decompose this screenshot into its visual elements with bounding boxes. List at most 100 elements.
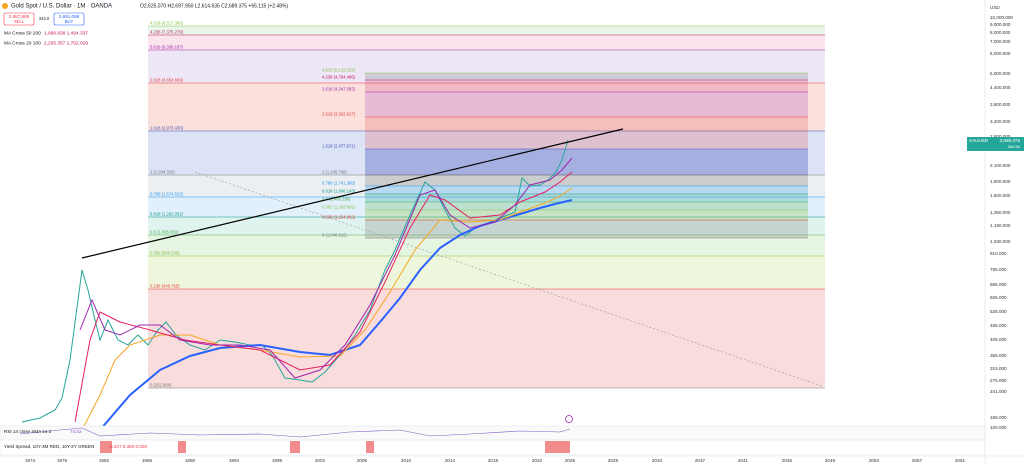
price-label: 315.000 [990,366,1007,371]
yield-inversion [290,441,300,453]
price-tag [967,137,1024,151]
price-label: 1,350.000 [990,210,1011,215]
dashed-trend [194,171,823,387]
time-label: 2045 [782,458,793,463]
rsi-title: RSI 14 close SMA 14 2 [4,429,52,434]
buy-price: 2,691.099 [59,14,80,19]
fib-label: 1.618 (2,477.671) [322,144,356,149]
spread: 343.0 [39,16,50,21]
price-label: 795.000 [990,267,1007,272]
price-label: 241.000 [990,389,1007,394]
price-label: 3,200.000 [990,119,1011,124]
yield-inversion [100,441,112,453]
price-label: 10,000.000 [990,15,1013,20]
price-label: 1,030.000 [990,239,1011,244]
fib-band [148,256,825,289]
price-label: 910.000 [990,251,1007,256]
sell-button[interactable] [3,12,35,26]
ma-20 [79,157,573,379]
time-label: 2057 [912,458,923,463]
sell-price: 2,687.669 [9,14,30,19]
price-label: 1,600.000 [990,193,1011,198]
buy-label: BUY [65,19,74,24]
fib-label: 0.786 (1,741.388) [322,181,356,186]
fib-label: 4.618 (8,517.366) [150,21,184,26]
fib-band [148,83,825,131]
fib-band [148,26,825,35]
symbol-icon [2,3,8,9]
ma-200 [99,199,573,431]
fib-label: 1.618 (2,973.430) [150,126,184,131]
price-label: 685.000 [990,282,1007,287]
fib-label: 3.618 (6,336.187) [150,45,184,50]
time-label: 2022 [532,458,543,463]
symbol-title[interactable]: Gold Spot / U.S. Dollar · 1M · OANDA [11,4,112,10]
price-label: 5,000.000 [990,71,1011,76]
fib-band [365,80,808,92]
price-label: 7,000.000 [990,39,1011,44]
time-label: 2029 [608,458,619,463]
fib-label: 1 (1,938.768) [322,170,348,175]
time-label: 1994 [229,458,240,463]
fib-label: 4.236 (4,794.486) [322,75,356,80]
price-label: 189.000 [990,415,1007,420]
price-label: 100.000 [990,425,1007,430]
event-marker[interactable] [565,415,573,423]
fib-label: 4.236 (7,375.279) [150,30,184,35]
price-tag-symbol: XAUUSD [969,138,989,143]
time-label: 2061 [955,458,966,463]
fib-label: 0.382 (1,383.865) [322,205,356,210]
buy-button[interactable] [53,12,85,26]
price-label: 6,000.000 [990,51,1011,56]
time-label: 1982 [99,458,110,463]
fib-band [365,220,808,238]
price-tag-price: 2,689.375 [1000,138,1021,143]
time-label: 1990 [185,458,196,463]
price-label: 465.000 [990,323,1007,328]
fib-label: 4.618 (5,132.029) [322,68,356,73]
currency: USD [990,5,1000,10]
rsi-line [19,427,571,438]
time-label: 1998 [272,458,283,463]
yield-inversion [366,441,374,453]
rsi-value: 74.62 [70,429,82,434]
price-label: 8,000.000 [990,30,1011,35]
time-label: 1986 [142,458,153,463]
fib-label: 0.618 (1,606.143) [322,189,356,194]
yield-pane [0,439,986,456]
price-label: 4,400.000 [990,85,1011,90]
fib-label: 0.5 (1,488.290) [322,197,351,202]
fib-band [365,194,808,202]
indicator-name: MA Cross 20 100 [4,40,41,46]
sell-label: SELL [14,19,25,24]
time-label: 2010 [401,458,412,463]
fib-label: 0 (252.960) [150,383,172,388]
price-label: 1,800.000 [990,179,1011,184]
fib-band [365,210,808,220]
fib-label: 0.5 (1,095.009) [150,230,179,235]
price-label: 2,800.000 [990,134,1011,139]
time-label: 1978 [57,458,68,463]
price-label: 9,000.000 [990,22,1011,27]
fib-band [148,35,825,50]
price-label: 355.000 [990,353,1007,358]
trend-line [81,128,624,259]
price-label: 3,800.000 [990,102,1011,107]
time-label: 2053 [869,458,880,463]
fib-label: 0.236 (649.765) [150,284,180,289]
fib-band [148,235,825,256]
yield-inversion [545,441,570,453]
fib-band [148,50,825,83]
time-label: 2033 [652,458,663,463]
price-label: 1,190.000 [990,223,1011,228]
fib-drawings: 4.618 (8,517.366) 4.236 (7,375.279) 3.618 … [148,21,825,389]
fib-band [365,149,808,175]
fib-label: 3.618 (4,347.583) [322,87,356,92]
fib-label: 0.236 (1,254.662) [322,215,356,220]
indicator-values: 2,265.357 1,702.029 [44,40,88,46]
yield-title: Yield Spread, 10Y-3M RED, 10Y-2Y GREEN [4,444,94,449]
price-label: 275.000 [990,378,1007,383]
fib-label: 0.382 (899.246) [150,251,180,256]
fib-band [365,186,808,194]
fib-label: 2.618 (4,654.809) [150,78,184,83]
